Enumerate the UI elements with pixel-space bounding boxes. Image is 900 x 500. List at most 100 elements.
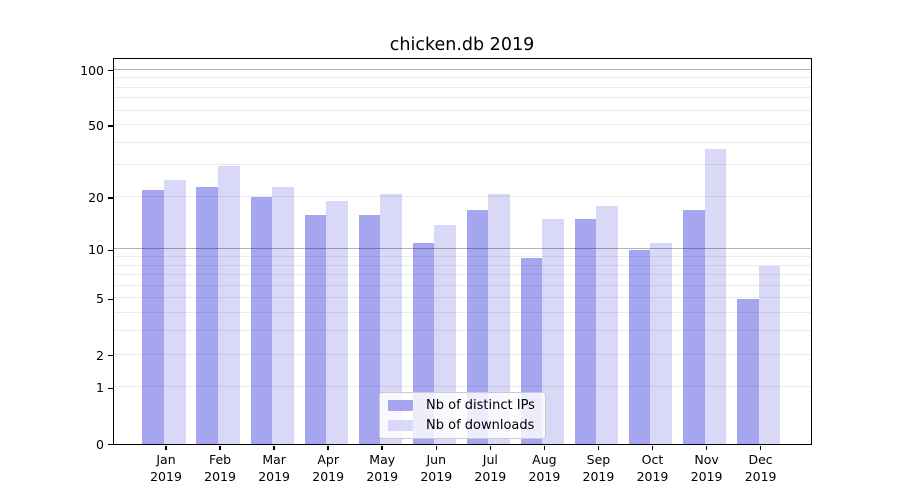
x-tick-label-apr: Apr 2019 (298, 451, 358, 485)
legend-label-distinct-ips: Nb of distinct IPs (426, 398, 535, 413)
y-tick-label-50: 50 (88, 118, 104, 134)
x-tick-label-year-may: 2019 (366, 469, 399, 484)
chart-title: chicken.db 2019 (389, 35, 535, 55)
x-tick-label-year-feb: 2019 (204, 469, 236, 484)
x-tick-label-mar: Mar 2019 (244, 451, 304, 485)
gridline-y-40 (113, 141, 811, 143)
bar-downloads-oct (650, 242, 673, 444)
legend-label-downloads: Nb of downloads (426, 418, 535, 433)
bar-downloads-mar (272, 186, 294, 444)
gridline-y-10 (113, 248, 811, 250)
legend-row-downloads: Nb of downloads (388, 418, 535, 433)
gridline-y-1 (113, 386, 811, 388)
y-tick-100 (108, 69, 113, 72)
gridline-y-9 (113, 255, 811, 257)
x-tick-label-month-mar: Mar (262, 452, 286, 467)
gridline-y-7 (113, 274, 811, 276)
bar-distinct-ips-jul (466, 209, 489, 444)
gridline-y-70 (113, 97, 811, 99)
x-tick-feb (219, 445, 221, 450)
bar-distinct-ips-oct (628, 249, 651, 444)
y-tick-label-0: 0 (96, 436, 104, 452)
x-tick-label-jul: Jul 2019 (460, 451, 520, 485)
x-tick-sep (597, 445, 600, 450)
bar-downloads-apr (326, 201, 348, 444)
y-tick-label-2: 2 (96, 347, 104, 363)
x-tick-jan (165, 445, 167, 450)
gridline-y-2 (113, 353, 811, 355)
x-tick-label-may: May 2019 (352, 451, 412, 485)
bar-distinct-ips-mar (250, 197, 273, 444)
x-tick-label-year-jan: 2019 (150, 469, 182, 484)
legend-swatch-distinct-ips (388, 400, 413, 411)
x-tick-label-month-feb: Feb (208, 452, 232, 467)
bar-distinct-ips-dec (737, 298, 759, 444)
x-tick-label-year-oct: 2019 (636, 469, 669, 484)
bar-downloads-sep (596, 205, 619, 444)
y-tick-2 (108, 354, 113, 357)
bar-downloads-may (380, 193, 402, 444)
x-tick-label-year-aug: 2019 (528, 469, 561, 484)
x-tick-label-nov: Nov 2019 (677, 451, 737, 485)
bar-downloads-aug (542, 219, 564, 444)
y-tick-5 (108, 298, 113, 301)
bar-distinct-ips-jan (142, 190, 164, 444)
x-tick-label-oct: Oct 2019 (622, 451, 682, 485)
gridline-y-90 (113, 77, 811, 79)
x-tick-label-sep: Sep 2019 (568, 451, 628, 485)
gridline-y-60 (113, 109, 811, 111)
legend-row-distinct-ips: Nb of distinct IPs (388, 398, 535, 413)
bar-distinct-ips-feb (196, 186, 219, 444)
x-tick-dec (759, 445, 762, 450)
x-tick-jul (489, 445, 492, 450)
y-tick-0 (108, 443, 113, 446)
y-tick-label-100: 100 (80, 62, 104, 78)
gridline-y-50 (113, 124, 811, 126)
x-tick-label-year-jul: 2019 (474, 469, 507, 484)
bar-distinct-ips-apr (304, 214, 327, 444)
bar-downloads-feb (218, 165, 240, 444)
x-tick-jun (435, 445, 438, 450)
x-tick-label-aug: Aug 2019 (514, 451, 574, 485)
bar-downloads-nov (704, 149, 727, 444)
gridline-y-4 (113, 312, 811, 314)
x-tick-label-year-apr: 2019 (312, 469, 345, 484)
x-tick-label-month-jul: Jul (482, 452, 498, 467)
x-tick-mar (273, 445, 275, 450)
bar-distinct-ips-may (358, 214, 381, 444)
x-tick-may (381, 445, 383, 450)
x-tick-label-month-apr: Apr (317, 452, 339, 467)
y-tick-label-10: 10 (88, 242, 104, 258)
gridline-y-80 (113, 86, 811, 88)
y-tick-1 (108, 387, 113, 390)
gridline-y-100 (113, 68, 811, 70)
gridline-y-5 (113, 297, 811, 299)
gridline-y-6 (113, 284, 811, 286)
x-tick-label-dec: Dec 2019 (731, 451, 791, 485)
x-tick-nov (705, 445, 708, 450)
bar-downloads-jun (434, 224, 456, 444)
x-tick-label-year-jun: 2019 (420, 469, 453, 484)
y-tick-10 (108, 249, 113, 252)
x-tick-label-month-oct: Oct (641, 452, 664, 467)
y-tick-label-5: 5 (96, 291, 104, 307)
bar-distinct-ips-nov (682, 209, 705, 444)
y-tick-20 (108, 197, 113, 199)
bar-downloads-jul (488, 193, 510, 444)
x-tick-oct (651, 445, 654, 450)
x-tick-label-month-jan: Jan (156, 452, 176, 467)
x-tick-label-month-dec: Dec (748, 452, 773, 467)
x-tick-label-month-aug: Aug (532, 452, 557, 467)
gridline-y-8 (113, 264, 811, 266)
bar-downloads-jan (164, 180, 186, 444)
bar-downloads-dec (758, 266, 781, 444)
x-tick-label-month-may: May (369, 452, 396, 467)
plot-area (112, 57, 812, 445)
bar-distinct-ips-sep (574, 219, 597, 444)
x-tick-label-month-nov: Nov (694, 452, 719, 467)
x-tick-label-feb: Feb 2019 (190, 451, 250, 485)
gridline-y-3 (113, 330, 811, 332)
y-tick-label-1: 1 (96, 380, 104, 396)
x-tick-label-year-sep: 2019 (582, 469, 615, 484)
